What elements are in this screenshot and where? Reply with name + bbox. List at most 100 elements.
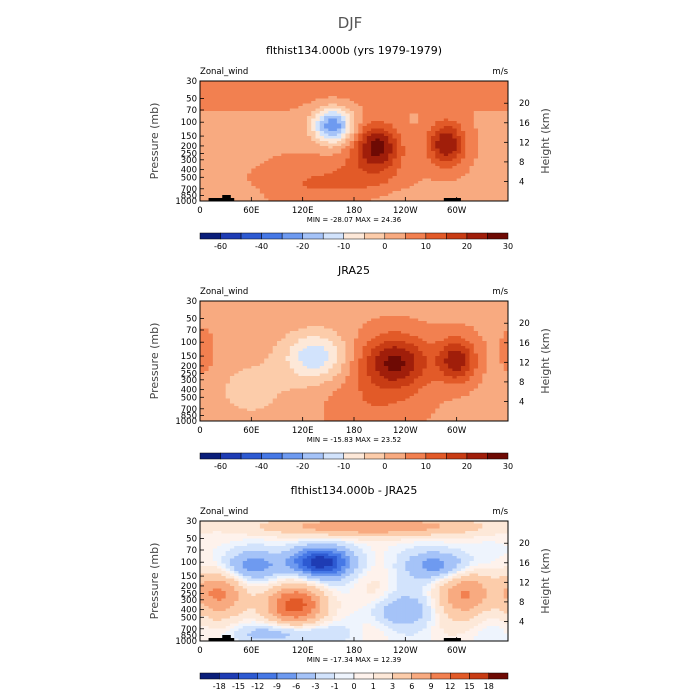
heatmap-cell xyxy=(212,188,218,192)
heatmap-cell xyxy=(456,188,462,192)
heatmap-cell xyxy=(200,103,205,107)
heatmap-cell xyxy=(229,171,235,174)
heatmap-cell xyxy=(375,116,381,119)
heatmap-cell xyxy=(366,106,372,109)
heatmap-cell xyxy=(289,323,295,327)
heatmap-cell xyxy=(264,93,269,97)
heatmap-cell xyxy=(285,166,291,169)
heatmap-cell xyxy=(452,186,458,189)
heatmap-cell xyxy=(413,166,419,169)
heatmap-cell xyxy=(405,128,411,132)
heatmap-cell xyxy=(405,153,411,157)
heatmap-cell xyxy=(392,141,398,144)
heatmap-cell xyxy=(242,311,248,314)
heatmap-cell xyxy=(247,331,252,334)
heatmap-cell xyxy=(388,141,393,144)
heatmap-cell xyxy=(311,178,316,182)
heatmap-cell xyxy=(259,316,265,319)
heatmap-cell xyxy=(473,321,479,324)
heatmap-cell xyxy=(482,173,488,177)
heatmap-cell xyxy=(319,96,325,99)
heatmap-cell xyxy=(396,183,402,187)
heatmap-cell xyxy=(225,121,231,124)
heatmap-cell xyxy=(465,166,470,169)
heatmap-cell xyxy=(247,188,252,192)
heatmap-cell xyxy=(251,183,257,187)
heatmap-cell xyxy=(217,158,222,162)
heatmap-cell xyxy=(247,161,252,164)
heatmap-cell xyxy=(358,141,363,144)
heatmap-cell xyxy=(281,106,286,109)
heatmap-cell xyxy=(383,108,389,112)
heatmap-cell xyxy=(349,323,355,327)
heatmap-cell xyxy=(298,316,304,319)
heatmap-cell xyxy=(251,113,257,117)
heatmap-cell xyxy=(311,136,316,139)
heatmap-cell xyxy=(315,333,321,337)
heatmap-cell xyxy=(277,178,282,182)
heatmap-cell xyxy=(405,138,411,142)
heatmap-cell xyxy=(383,188,389,192)
heatmap-cell xyxy=(469,168,475,172)
heatmap-cell xyxy=(345,348,351,352)
heatmap-cell xyxy=(315,161,321,164)
heatmap-cell xyxy=(358,148,363,152)
heatmap-cell xyxy=(289,198,295,202)
heatmap-cell xyxy=(439,181,445,184)
heatmap-cell xyxy=(306,346,312,349)
heatmap-cell xyxy=(460,316,466,319)
heatmap-cell xyxy=(272,301,278,304)
heatmap-cell xyxy=(495,148,500,152)
heatmap-cell xyxy=(371,83,376,87)
heatmap-cell xyxy=(358,316,363,319)
heatmap-cell xyxy=(238,123,244,127)
heatmap-cell xyxy=(238,81,244,84)
heatmap-cell xyxy=(200,133,205,137)
heatmap-cell xyxy=(341,193,346,197)
heatmap-cell xyxy=(264,126,269,129)
heatmap-cell xyxy=(409,128,415,132)
heatmap-cell xyxy=(486,176,492,179)
heatmap-cell xyxy=(238,88,244,92)
heatmap-cell xyxy=(332,348,338,352)
heatmap-cell xyxy=(383,313,389,317)
heatmap-cell xyxy=(392,136,398,139)
heatmap-cell xyxy=(362,91,368,94)
heatmap-cell xyxy=(435,308,440,312)
heatmap-cell xyxy=(247,198,252,202)
heatmap-cell xyxy=(328,133,334,137)
heatmap-cell xyxy=(375,113,381,117)
heatmap-cell xyxy=(473,323,479,327)
heatmap-cell xyxy=(315,313,321,317)
heatmap-cell xyxy=(469,188,475,192)
heatmap-cell xyxy=(473,178,479,182)
heatmap-cell xyxy=(495,168,500,172)
heatmap-cell xyxy=(238,318,244,322)
heatmap-cell xyxy=(405,191,411,194)
heatmap-cell xyxy=(383,311,389,314)
heatmap-cell xyxy=(439,333,445,337)
heatmap-cell xyxy=(311,131,316,134)
heatmap-cell xyxy=(413,143,419,147)
heatmap-cell xyxy=(469,121,475,124)
heatmap-cell xyxy=(212,118,218,122)
heatmap-cell xyxy=(482,126,488,129)
heatmap-cell xyxy=(277,143,282,147)
heatmap-cell xyxy=(208,176,214,179)
heatmap-cell xyxy=(396,136,402,139)
heatmap-cell xyxy=(371,176,376,179)
heatmap-cell xyxy=(208,191,214,194)
heatmap-cell xyxy=(324,323,329,327)
heatmap-cell xyxy=(217,111,222,114)
heatmap-cell xyxy=(315,318,321,322)
heatmap-cell xyxy=(294,178,299,182)
heatmap-cell xyxy=(345,168,351,172)
heatmap-cell xyxy=(413,336,419,339)
heatmap-cell xyxy=(302,163,308,167)
heatmap-cell xyxy=(302,106,308,109)
heatmap-cell xyxy=(349,311,355,314)
heatmap-cell xyxy=(456,121,462,124)
heatmap-cell xyxy=(242,326,248,329)
heatmap-cell xyxy=(332,166,338,169)
heatmap-cell xyxy=(200,186,205,189)
